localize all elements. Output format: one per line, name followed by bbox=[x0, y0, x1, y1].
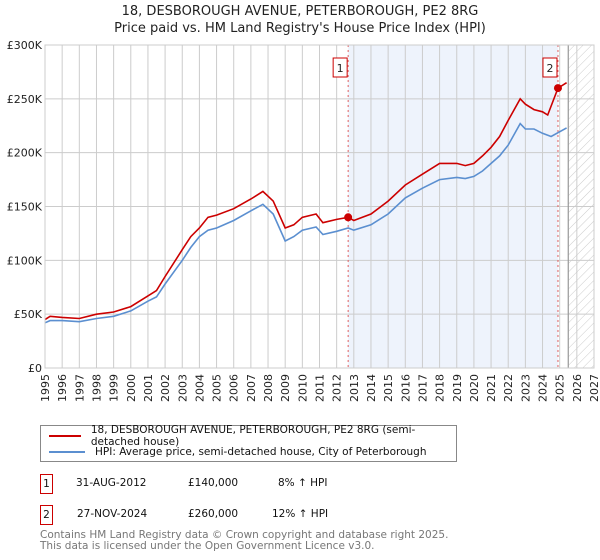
x-tick-label: 2023 bbox=[519, 374, 532, 402]
x-tick-label: 2025 bbox=[554, 374, 567, 402]
x-tick-label: 2011 bbox=[314, 374, 327, 402]
y-tick-label: £200K bbox=[7, 147, 43, 160]
x-tick-label: 2022 bbox=[502, 374, 515, 402]
sale-date: 31-AUG-2012 bbox=[76, 477, 147, 489]
sale-marker-badge: 2 bbox=[40, 505, 53, 525]
y-tick-label: £150K bbox=[7, 201, 43, 214]
x-tick-label: 2021 bbox=[485, 374, 498, 402]
x-tick-label: 2004 bbox=[193, 374, 206, 402]
sale-annotation-box bbox=[542, 57, 558, 78]
footer-licence: This data is licensed under the Open Gov… bbox=[40, 540, 375, 552]
sale-annotation-label: 1 bbox=[337, 62, 344, 75]
x-tick-label: 2015 bbox=[382, 374, 395, 402]
sale-hpi-diff: 12% ↑ HPI bbox=[272, 508, 329, 520]
y-tick-label: £300K bbox=[7, 39, 43, 52]
y-tick-label: £50K bbox=[14, 308, 43, 321]
legend-item-hpi: HPI: Average price, semi-detached house,… bbox=[49, 444, 427, 460]
sale-marker-badge: 1 bbox=[40, 474, 53, 494]
x-tick-label: 2012 bbox=[331, 374, 344, 402]
chart-subtitle: Price paid vs. HM Land Registry's House … bbox=[114, 21, 486, 36]
footer-copyright: Contains HM Land Registry data © Crown c… bbox=[40, 529, 449, 541]
x-tick-label: 2009 bbox=[279, 374, 292, 402]
x-tick-label: 2002 bbox=[159, 374, 172, 402]
x-tick-label: 2008 bbox=[262, 374, 275, 402]
x-tick-label: 2026 bbox=[571, 374, 584, 402]
x-tick-label: 1996 bbox=[56, 374, 69, 402]
legend: 18, DESBOROUGH AVENUE, PETERBOROUGH, PE2… bbox=[40, 424, 457, 462]
sale-point bbox=[553, 84, 562, 93]
y-tick-label: £100K bbox=[7, 254, 43, 267]
x-tick-label: 1995 bbox=[39, 374, 52, 402]
sale-annotation-label: 2 bbox=[546, 62, 553, 75]
sale-row: 2 27-NOV-2024 £260,000 12% ↑ HPI bbox=[40, 505, 440, 525]
x-tick-label: 2018 bbox=[434, 374, 447, 402]
plot: 1995 1996 1997 1998 1999 2000 2001 2002 2003 2004… bbox=[7, 39, 600, 402]
legend-swatch-red bbox=[49, 435, 81, 437]
sale-price: £260,000 bbox=[188, 508, 239, 520]
price-paid-line bbox=[44, 82, 568, 321]
x-tick-label: 2005 bbox=[211, 374, 224, 402]
sale-annotation-box bbox=[332, 57, 348, 78]
plot-frame bbox=[44, 44, 595, 369]
footer: Contains HM Land Registry data © Crown c… bbox=[40, 530, 448, 552]
x-tick-label: 1999 bbox=[108, 374, 121, 402]
chart-title: 18, DESBOROUGH AVENUE, PETERBOROUGH, PE2… bbox=[121, 4, 479, 19]
x-tick-label: 2000 bbox=[125, 374, 138, 402]
x-tick-label: 2001 bbox=[142, 374, 155, 402]
x-tick-label: 2019 bbox=[451, 374, 464, 402]
x-tick-label: 2027 bbox=[588, 374, 600, 402]
legend-label: HPI: Average price, semi-detached house,… bbox=[95, 446, 427, 458]
x-tick-label: 2024 bbox=[537, 374, 550, 402]
x-tick-label: 2014 bbox=[365, 374, 378, 402]
sale-point bbox=[344, 213, 353, 222]
legend-swatch-blue bbox=[49, 451, 85, 453]
legend-label: 18, DESBOROUGH AVENUE, PETERBOROUGH, PE2… bbox=[90, 424, 416, 448]
sale-row: 1 31-AUG-2012 £140,000 8% ↑ HPI bbox=[40, 474, 440, 494]
x-tick-label: 2010 bbox=[296, 374, 309, 402]
x-tick-label: 1997 bbox=[73, 374, 86, 402]
sale-date: 27-NOV-2024 bbox=[77, 508, 148, 520]
sale-price: £140,000 bbox=[188, 477, 239, 489]
y-tick-label: £250K bbox=[7, 93, 43, 106]
x-tick-label: 1998 bbox=[90, 374, 103, 402]
x-tick-label: 2020 bbox=[468, 374, 481, 402]
x-tick-label: 2007 bbox=[245, 374, 258, 402]
x-tick-label: 2003 bbox=[176, 374, 189, 402]
y-tick-label: £0 bbox=[28, 362, 42, 375]
sale-hpi-diff: 8% ↑ HPI bbox=[278, 477, 328, 489]
hpi-line bbox=[44, 122, 567, 324]
x-tick-label: 2017 bbox=[416, 374, 429, 402]
x-tick-label: 2013 bbox=[348, 374, 361, 402]
legend-item-property: 18, DESBOROUGH AVENUE, PETERBOROUGH, PE2… bbox=[49, 424, 456, 448]
x-tick-label: 2006 bbox=[228, 374, 241, 402]
x-tick-label: 2016 bbox=[399, 374, 412, 402]
